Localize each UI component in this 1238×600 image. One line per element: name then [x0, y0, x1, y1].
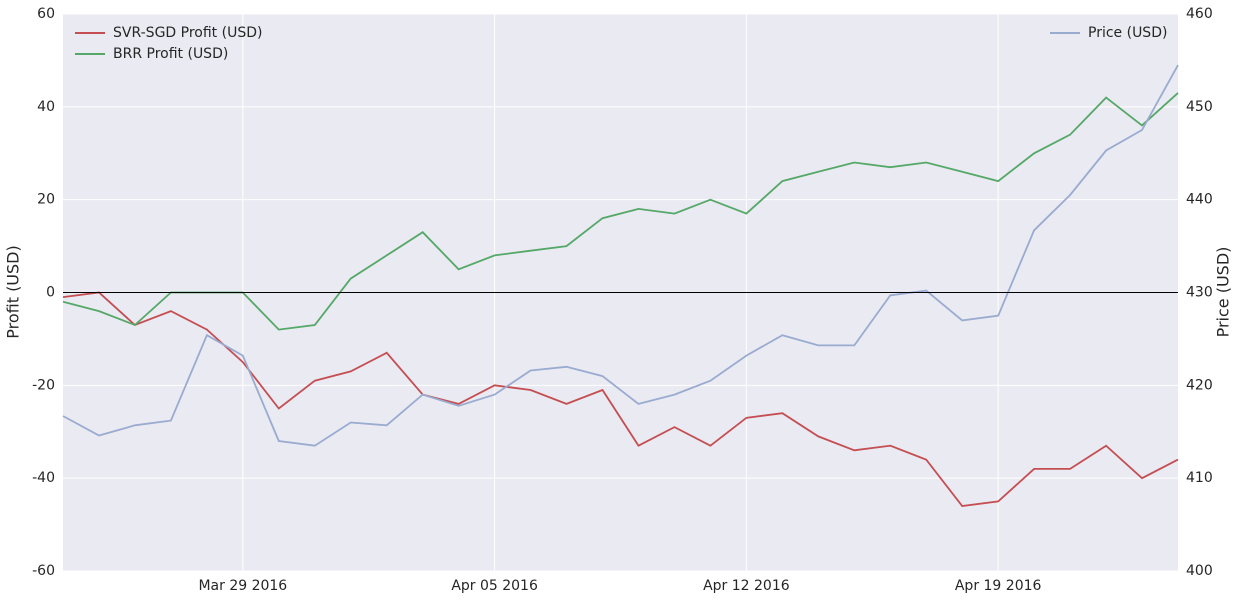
- series-line: [62, 92, 1179, 331]
- y2-tick-label: 410: [1186, 470, 1213, 486]
- y-tick-label: -40: [32, 470, 55, 486]
- y-tick-label: -20: [32, 377, 55, 393]
- y2-tick-label: 440: [1186, 192, 1213, 208]
- y2-tick-label: 400: [1186, 563, 1213, 579]
- y-tick-label: 20: [37, 192, 55, 208]
- y2-tick-label: 450: [1186, 99, 1213, 115]
- y2-tick-label: 430: [1186, 285, 1213, 301]
- y-tick-label: 0: [46, 285, 55, 301]
- legend-label: BRR Profit (USD): [113, 46, 228, 62]
- y-tick-label: -60: [32, 563, 55, 579]
- legend-label: SVR-SGD Profit (USD): [113, 25, 262, 41]
- series-line: [62, 64, 1179, 447]
- x-tick-label: Mar 29 2016: [198, 578, 287, 594]
- y2-tick-label: 420: [1186, 377, 1213, 393]
- legend-label: Price (USD): [1088, 25, 1167, 41]
- y-axis-label: Profit (USD): [4, 245, 23, 339]
- y-tick-label: 40: [37, 99, 55, 115]
- y2-axis-label: Price (USD): [1214, 247, 1233, 338]
- y-tick-label: 60: [37, 6, 55, 22]
- x-tick-label: Apr 05 2016: [451, 578, 538, 594]
- y2-tick-label: 460: [1186, 6, 1213, 22]
- x-tick-label: Apr 12 2016: [703, 578, 790, 594]
- x-tick-label: Apr 19 2016: [955, 578, 1042, 594]
